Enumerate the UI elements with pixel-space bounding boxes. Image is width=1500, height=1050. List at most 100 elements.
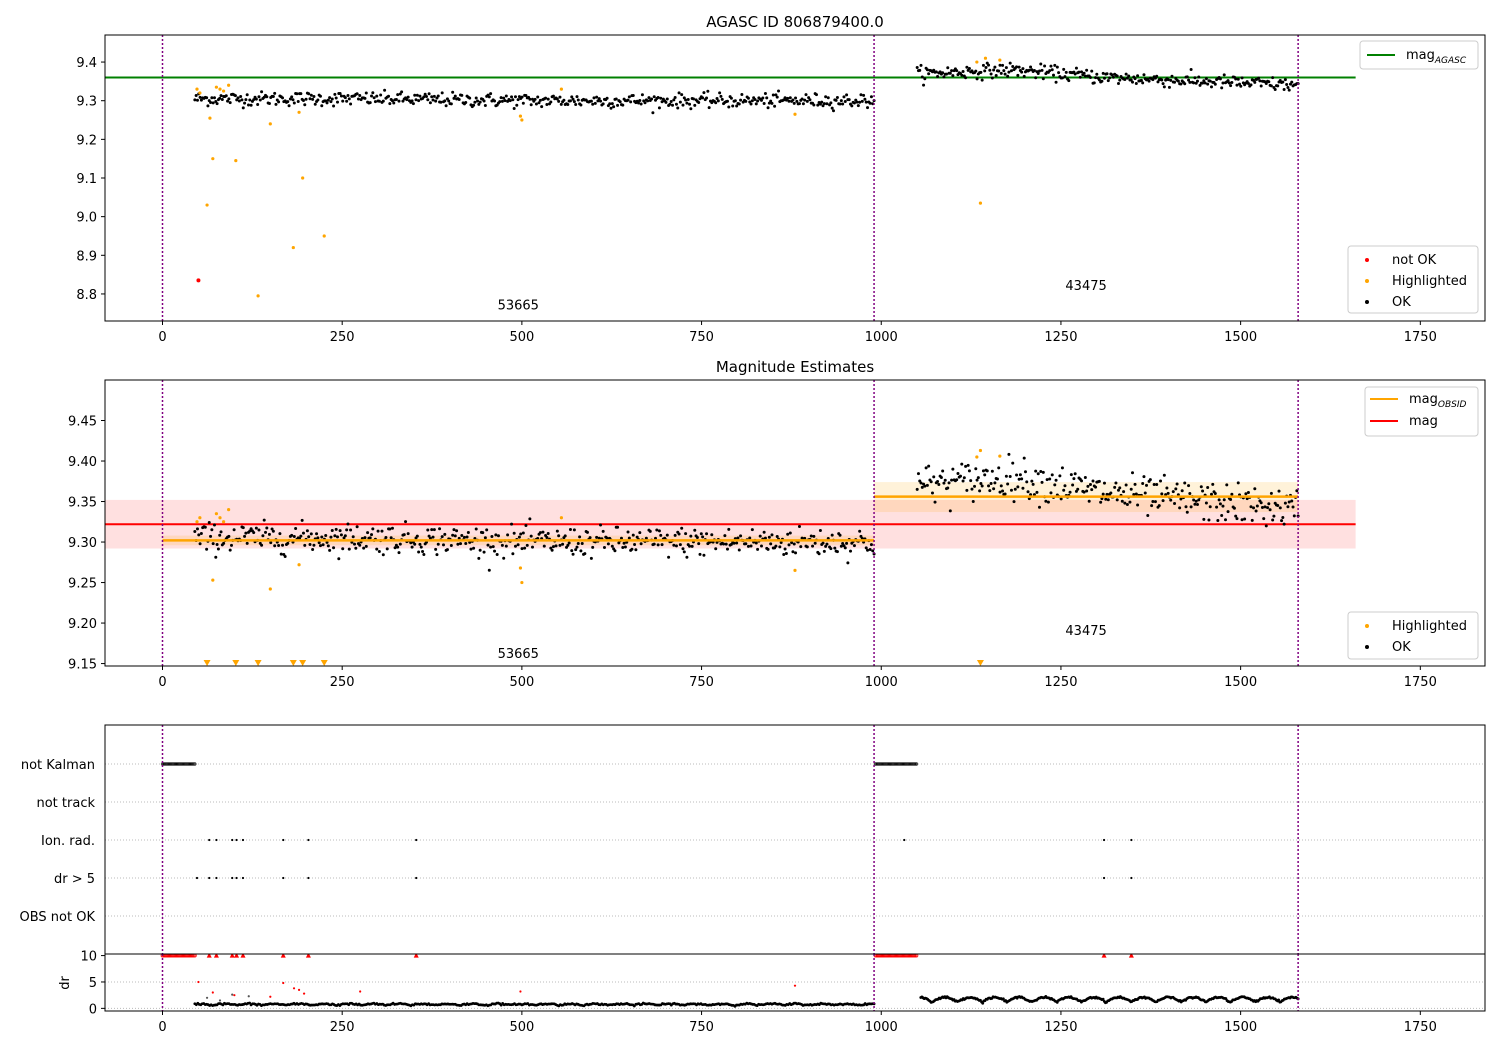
ok-point bbox=[1029, 493, 1033, 497]
ok-point bbox=[964, 76, 968, 80]
flag-point bbox=[415, 838, 418, 842]
ok-point bbox=[591, 545, 595, 549]
ok-point bbox=[654, 536, 658, 540]
ok-point bbox=[334, 96, 338, 100]
ok-point bbox=[1160, 492, 1164, 496]
flag-point bbox=[241, 838, 245, 842]
ok-point bbox=[659, 533, 663, 537]
ok-point bbox=[987, 63, 991, 67]
ok-point bbox=[1197, 498, 1201, 502]
ok-point bbox=[222, 541, 226, 545]
ok-point bbox=[610, 544, 614, 548]
ok-point bbox=[267, 101, 271, 105]
ok-point bbox=[737, 102, 741, 106]
ok-point bbox=[542, 544, 546, 548]
ok-point bbox=[333, 92, 337, 96]
ok-point bbox=[1062, 488, 1066, 492]
ok-point bbox=[432, 94, 436, 98]
ok-point bbox=[1209, 492, 1213, 496]
y-tick-label: 9.40 bbox=[68, 455, 97, 470]
ok-point bbox=[1267, 502, 1271, 506]
ok-point bbox=[570, 549, 574, 553]
legend-dot-swatch bbox=[1365, 300, 1369, 304]
ok-point bbox=[422, 95, 426, 99]
agasc-line-legend: magAGASC bbox=[1359, 40, 1479, 70]
ok-point bbox=[290, 533, 294, 537]
ok-point bbox=[992, 68, 996, 72]
flag-point bbox=[887, 762, 892, 766]
ok-point bbox=[791, 550, 795, 554]
ok-point bbox=[354, 546, 358, 550]
ok-point bbox=[257, 95, 261, 99]
highlighted-point bbox=[518, 566, 523, 570]
dr-clipped-marker bbox=[206, 954, 212, 958]
ok-point bbox=[868, 548, 872, 552]
ok-point bbox=[657, 106, 661, 110]
flag-category-label: not track bbox=[36, 796, 95, 811]
ok-point bbox=[273, 91, 277, 95]
ok-point bbox=[1278, 506, 1282, 510]
flag-point bbox=[894, 762, 898, 766]
legend-box bbox=[1347, 611, 1479, 660]
ok-point bbox=[326, 98, 330, 102]
ok-point bbox=[775, 95, 779, 99]
ok-point bbox=[1202, 79, 1206, 83]
ok-point bbox=[1116, 81, 1120, 85]
ok-point bbox=[597, 536, 601, 540]
ok-point bbox=[571, 552, 575, 556]
ok-point bbox=[1025, 480, 1029, 484]
ok-point bbox=[614, 97, 618, 101]
ok-point bbox=[669, 99, 673, 103]
estimates-panel: 53665 43475 0 250 500 750 1000 1250 1500 1750 9.15… bbox=[68, 379, 1486, 690]
x-tick-label: 1250 bbox=[1044, 1020, 1077, 1035]
ok-point bbox=[688, 102, 692, 106]
ok-point bbox=[769, 542, 773, 546]
ok-point bbox=[1022, 456, 1026, 460]
ok-point bbox=[770, 101, 774, 105]
ok-point bbox=[328, 96, 332, 100]
x-tick-label: 1500 bbox=[1224, 1020, 1257, 1035]
ok-point bbox=[345, 99, 349, 103]
ok-point bbox=[530, 545, 534, 549]
ok-point bbox=[193, 530, 197, 534]
ok-point bbox=[992, 487, 996, 491]
highlighted-point bbox=[978, 201, 983, 205]
ok-point bbox=[478, 548, 482, 552]
ok-point bbox=[1155, 74, 1159, 78]
ok-point bbox=[1222, 498, 1226, 502]
ok-point bbox=[325, 101, 329, 105]
ok-point bbox=[309, 532, 313, 536]
ok-point bbox=[988, 489, 992, 493]
y-tick-label: 9.35 bbox=[68, 496, 97, 511]
ok-point bbox=[693, 103, 697, 107]
ok-point bbox=[329, 100, 333, 104]
ok-point bbox=[1272, 514, 1276, 518]
flag-point bbox=[897, 762, 901, 766]
ok-point bbox=[652, 95, 656, 99]
flag-point bbox=[183, 762, 187, 766]
ok-point bbox=[1187, 78, 1191, 82]
highlighted-point bbox=[205, 203, 209, 207]
ok-point bbox=[1041, 470, 1045, 474]
ok-point bbox=[216, 547, 220, 551]
highlighted-point bbox=[518, 114, 523, 118]
ok-point bbox=[523, 546, 527, 550]
dr-plot-area bbox=[105, 954, 1485, 1011]
ok-point bbox=[862, 93, 866, 97]
ok-point bbox=[1036, 72, 1040, 76]
ok-point bbox=[330, 528, 334, 532]
ok-point bbox=[1170, 74, 1174, 78]
x-tick-label: 1750 bbox=[1404, 675, 1437, 690]
ok-point bbox=[1136, 74, 1140, 78]
ok-point bbox=[608, 102, 612, 106]
ok-point bbox=[269, 541, 273, 545]
ok-point bbox=[714, 547, 718, 551]
ok-point bbox=[574, 102, 578, 106]
ok-point bbox=[426, 98, 430, 102]
ok-point bbox=[1037, 69, 1041, 73]
flag-point bbox=[168, 762, 172, 766]
ok-point bbox=[516, 543, 520, 547]
ok-point bbox=[602, 546, 606, 550]
ok-point bbox=[1108, 76, 1112, 80]
ok-point bbox=[554, 544, 558, 548]
